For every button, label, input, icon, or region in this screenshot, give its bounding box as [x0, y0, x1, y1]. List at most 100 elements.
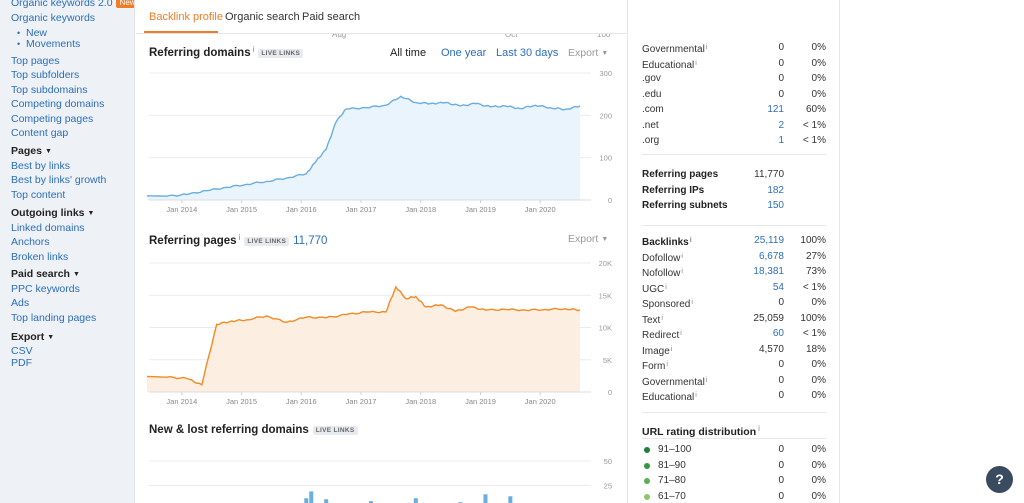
- bar[interactable]: [304, 498, 309, 503]
- bullet-icon: •: [17, 39, 21, 49]
- bar[interactable]: [368, 501, 373, 503]
- row-label: .gov: [642, 71, 661, 87]
- row-value[interactable]: 6,678: [758, 250, 784, 262]
- sidebar-section-paid-search[interactable]: Paid search ▼: [11, 268, 80, 280]
- row-label-text: Referring pages: [642, 169, 719, 180]
- info-icon[interactable]: i: [681, 252, 683, 260]
- info-icon[interactable]: i: [665, 283, 667, 291]
- info-icon[interactable]: i: [691, 299, 693, 306]
- export-label: Export: [568, 233, 599, 245]
- sidebar-item-movements[interactable]: Movements: [26, 38, 81, 50]
- x-tick-label: Jan 2017: [346, 205, 377, 214]
- info-icon[interactable]: i: [670, 345, 673, 353]
- sidebar-item-broken-links[interactable]: Broken links: [11, 251, 69, 263]
- filter-all-time[interactable]: All time: [390, 47, 427, 59]
- help-button[interactable]: ?: [986, 466, 1013, 493]
- bar[interactable]: [413, 498, 418, 503]
- row-value[interactable]: 18,381: [753, 266, 784, 277]
- row-label: 81–90: [658, 458, 686, 474]
- sidebar-item-top-subdomains[interactable]: Top subdomains: [11, 84, 88, 96]
- info-icon[interactable]: i: [695, 59, 697, 67]
- sidebar-item-top-pages[interactable]: Top pages: [11, 55, 60, 67]
- sidebar-item-best-by-links[interactable]: Best by links: [11, 160, 70, 172]
- section-label: Outgoing links: [11, 207, 85, 219]
- export-button[interactable]: Export ▼: [568, 233, 608, 245]
- info-icon[interactable]: i: [689, 237, 692, 244]
- sidebar-item-organic-keywords-2[interactable]: Organic keywords 2.0 New: [11, 0, 134, 9]
- row-value[interactable]: 2: [778, 119, 784, 131]
- info-icon[interactable]: i: [758, 424, 760, 433]
- row-value[interactable]: 25,119: [754, 235, 784, 246]
- sidebar-item-linked-domains[interactable]: Linked domains: [11, 222, 85, 234]
- row-percent: 0%: [811, 475, 826, 486]
- row-value: 0: [778, 390, 784, 401]
- info-icon[interactable]: i: [238, 233, 241, 242]
- table-row: Redirecti 60 < 1%: [628, 326, 839, 342]
- row-percent: 18%: [805, 343, 826, 355]
- referring-pages-count[interactable]: 11,770: [293, 235, 328, 247]
- filter-one-year[interactable]: One year: [441, 47, 487, 59]
- sidebar-section-export[interactable]: Export ▼: [11, 331, 54, 343]
- caret-down-icon: ▼: [601, 236, 609, 243]
- row-value[interactable]: 1: [778, 135, 784, 146]
- y-tick-label: 15K: [599, 291, 612, 300]
- row-value[interactable]: 150: [767, 200, 784, 211]
- table-row: Dofollowi 6,678 27%: [628, 249, 839, 265]
- row-percent: 0%: [811, 73, 826, 84]
- referring-pages-chart: 0 5K 10K 15K 20K Jan 2014 Jan 2015 Jan 2016 Jan …: [146, 259, 612, 406]
- filter-last-30-days[interactable]: Last 30 days: [496, 47, 559, 59]
- row-value[interactable]: 60: [772, 328, 784, 339]
- table-row: Sponsoredi 0 0%: [628, 295, 839, 311]
- row-value[interactable]: 54: [772, 281, 784, 293]
- sidebar-item-organic-keywords[interactable]: Organic keywords: [11, 12, 96, 24]
- series-line[interactable]: [146, 285, 581, 387]
- info-icon[interactable]: i: [252, 45, 255, 54]
- caret-down-icon: ▼: [601, 50, 609, 57]
- referring-domains-chart: 0 100 200 300 Jan 2014 Jan 2015 Jan 2016 Jan 20…: [147, 69, 612, 214]
- info-icon[interactable]: i: [705, 44, 708, 51]
- table-row: Nofollowi 18,381 73%: [628, 264, 839, 280]
- url-rating-table: 91–100 0 0% 81–90 0 0% 71–80 0 0% 61–70 0 0%: [628, 442, 839, 503]
- tab-backlink-profile[interactable]: Backlink profile: [149, 11, 223, 23]
- bar[interactable]: [483, 494, 488, 503]
- tab-paid-search[interactable]: Paid search: [302, 11, 361, 23]
- bar[interactable]: [309, 491, 314, 503]
- sidebar-item-ppc-keywords[interactable]: PPC keywords: [11, 283, 80, 295]
- info-icon[interactable]: i: [661, 314, 663, 322]
- sidebar-item-content-gap[interactable]: Content gap: [11, 127, 69, 139]
- sidebar-item-ads[interactable]: Ads: [11, 297, 30, 309]
- sidebar-item-top-landing-pages[interactable]: Top landing pages: [11, 312, 97, 324]
- bar[interactable]: [324, 499, 329, 503]
- info-icon[interactable]: i: [666, 361, 668, 368]
- bar[interactable]: [508, 496, 513, 503]
- sidebar-item-top-subfolders[interactable]: Top subfolders: [11, 69, 80, 81]
- tab-organic-search[interactable]: Organic search: [225, 11, 300, 23]
- row-percent: < 1%: [802, 328, 826, 339]
- sidebar-section-pages[interactable]: Pages ▼: [11, 145, 52, 157]
- info-icon[interactable]: i: [681, 268, 683, 275]
- sidebar-item-competing-domains[interactable]: Competing domains: [11, 98, 105, 110]
- x-tick-label: Jan 2015: [226, 397, 257, 406]
- row-label: .org: [642, 133, 659, 149]
- row-label-text: Dofollow: [642, 252, 681, 264]
- sidebar-item-pdf[interactable]: PDF: [11, 357, 32, 369]
- series-line[interactable]: [147, 95, 581, 197]
- info-icon[interactable]: i: [680, 330, 682, 337]
- referring-summary-table: Referring pages 11,770 Referring IPs 182 Ref…: [628, 167, 839, 214]
- sidebar-item-top-content[interactable]: Top content: [11, 189, 66, 201]
- export-button[interactable]: Export ▼: [568, 47, 608, 59]
- sidebar-item-best-by-links-growth[interactable]: Best by links' growth: [11, 174, 107, 186]
- info-icon[interactable]: i: [705, 376, 708, 384]
- rating-dot-icon: [644, 462, 650, 469]
- sidebar-item-anchors[interactable]: Anchors: [11, 236, 50, 248]
- sidebar-item-csv[interactable]: CSV: [11, 345, 33, 357]
- row-value[interactable]: 182: [767, 184, 784, 196]
- info-icon[interactable]: i: [695, 392, 697, 399]
- row-value[interactable]: 121: [767, 104, 784, 115]
- sidebar-item-new[interactable]: New: [26, 27, 48, 39]
- table-row: Referring pages 11,770: [628, 167, 839, 183]
- chart-title: Referring pages: [149, 235, 237, 247]
- row-percent: 0%: [811, 459, 826, 471]
- sidebar-item-competing-pages[interactable]: Competing pages: [11, 113, 94, 125]
- sidebar-section-outgoing-links[interactable]: Outgoing links ▼: [11, 207, 94, 219]
